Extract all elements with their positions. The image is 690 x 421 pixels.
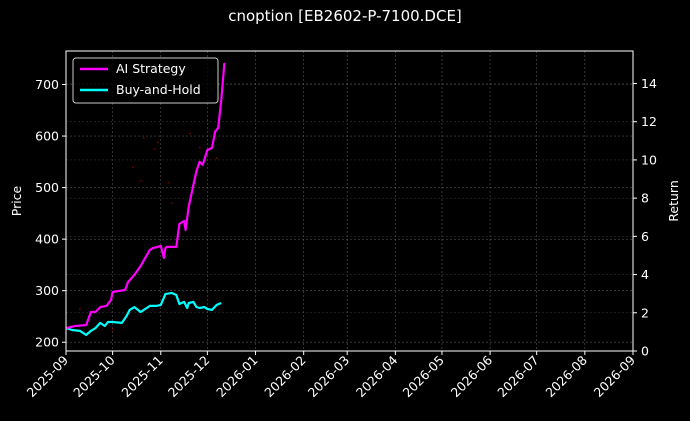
- svg-text:6: 6: [641, 229, 649, 244]
- svg-text:300: 300: [35, 283, 59, 298]
- svg-text:14: 14: [641, 76, 657, 91]
- svg-text:2026-09: 2026-09: [591, 352, 639, 400]
- svg-text:2: 2: [641, 305, 649, 320]
- svg-text:400: 400: [35, 232, 59, 247]
- svg-text:2026-07: 2026-07: [494, 353, 542, 401]
- svg-text:8: 8: [641, 191, 649, 206]
- legend: AI Strategy Buy-and-Hold: [72, 57, 219, 104]
- svg-text:2026-05: 2026-05: [400, 353, 448, 401]
- plot-frame: [65, 50, 634, 352]
- svg-text:2025-10: 2025-10: [70, 352, 118, 400]
- svg-text:4: 4: [641, 267, 649, 282]
- svg-text:12: 12: [641, 114, 657, 129]
- right-y-axis: 0 2 4 6 8 10 12 14: [633, 76, 657, 359]
- buy-and-hold-line: [65, 291, 222, 336]
- ai-strategy-line: [65, 62, 226, 330]
- svg-text:2025-11: 2025-11: [118, 353, 166, 401]
- svg-text:500: 500: [35, 180, 59, 195]
- svg-text:2026-02: 2026-02: [261, 353, 309, 401]
- svg-text:10: 10: [641, 152, 657, 167]
- y-axis-label-left: Price: [9, 185, 24, 216]
- left-y-axis: 200 300 400 500 600 700: [35, 77, 66, 350]
- legend-ai-strategy-label: AI Strategy: [116, 61, 186, 76]
- x-axis: 2025-09 2025-10 2025-11 2025-12 2026-01 2026-…: [24, 351, 639, 401]
- legend-buy-and-hold-label: Buy-and-Hold: [116, 82, 201, 97]
- svg-text:700: 700: [35, 77, 59, 92]
- svg-text:600: 600: [35, 129, 59, 144]
- svg-text:2026-06: 2026-06: [448, 352, 496, 400]
- svg-text:2026-04: 2026-04: [353, 352, 401, 400]
- svg-text:2026-01: 2026-01: [213, 353, 261, 401]
- svg-text:2025-12: 2025-12: [165, 353, 213, 401]
- chart-title: cnoption [EB2602-P-7100.DCE]: [228, 7, 462, 25]
- price-scatter: [78, 132, 218, 331]
- svg-text:2025-09: 2025-09: [24, 352, 72, 400]
- y-axis-label-right: Return: [666, 180, 681, 221]
- svg-text:0: 0: [641, 344, 649, 359]
- svg-text:2026-03: 2026-03: [305, 353, 353, 401]
- svg-text:2026-08: 2026-08: [542, 352, 590, 400]
- svg-text:200: 200: [35, 335, 59, 350]
